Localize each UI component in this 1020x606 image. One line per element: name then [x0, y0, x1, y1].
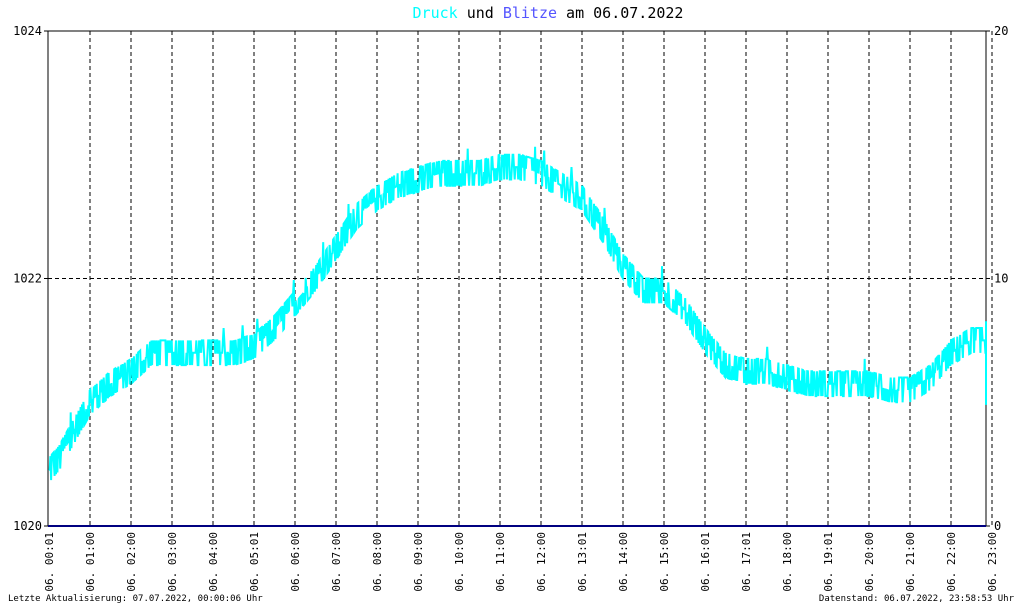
- y-right-tick-label: 20: [994, 24, 1008, 38]
- title-date: am 06.07.2022: [557, 4, 683, 22]
- x-tick-label: 06. 10:00: [453, 532, 466, 592]
- x-axis: 06. 00:01 06. 01:00 06. 02:00 06. 03:00 06. …: [43, 532, 999, 592]
- chart-title: Druck und Blitze am 06.07.2022: [413, 4, 684, 22]
- series-druck-line: [48, 146, 987, 481]
- title-druck: Druck: [413, 4, 458, 22]
- x-tick-label: 06. 20:00: [863, 532, 876, 592]
- y-axis-right: 0 10 20: [986, 24, 1008, 533]
- x-tick-label: 06. 17:01: [740, 532, 753, 592]
- x-tick-label: 06. 22:00: [945, 532, 958, 592]
- x-tick-label: 06. 16:01: [699, 532, 712, 592]
- x-tick-label: 06. 04:00: [207, 532, 220, 592]
- x-tick-label: 06. 18:00: [781, 532, 794, 592]
- title-und: und: [458, 4, 503, 22]
- grid-lines: [48, 31, 993, 526]
- y-left-tick-label: 1022: [13, 272, 42, 286]
- y-right-tick-label: 10: [994, 272, 1008, 286]
- y-left-tick-label: 1020: [13, 519, 42, 533]
- footer-data-status: Datenstand: 06.07.2022, 23:58:53 Uhr: [819, 594, 1015, 604]
- x-tick-label: 06. 13:01: [576, 532, 589, 592]
- x-tick-label: 06. 08:00: [371, 532, 384, 592]
- title-blitze: Blitze: [503, 4, 557, 22]
- x-tick-label: 06. 09:00: [412, 532, 425, 592]
- x-tick-label: 06. 00:01: [43, 532, 56, 592]
- footer-last-update: Letzte Aktualisierung: 07.07.2022, 00:00…: [8, 594, 263, 604]
- y-left-tick-label: 1024: [13, 24, 42, 38]
- x-tick-label: 06. 23:00: [986, 532, 999, 592]
- x-tick-label: 06. 06:00: [289, 532, 302, 592]
- x-tick-label: 06. 11:00: [494, 532, 507, 592]
- x-tick-label: 06. 15:00: [658, 532, 671, 592]
- x-tick-label: 06. 07:00: [330, 532, 343, 592]
- x-tick-label: 06. 03:00: [166, 532, 179, 592]
- x-tick-label: 06. 01:00: [84, 532, 97, 592]
- x-tick-label: 06. 05:01: [248, 532, 261, 592]
- x-tick-label: 06. 21:00: [904, 532, 917, 592]
- y-right-tick-label: 0: [994, 519, 1001, 533]
- y-axis-left: 1020 1022 1024: [13, 24, 48, 533]
- x-tick-label: 06. 14:00: [617, 532, 630, 592]
- x-tick-label: 06. 19:01: [822, 532, 835, 592]
- x-tick-label: 06. 12:00: [535, 532, 548, 592]
- x-tick-label: 06. 02:00: [125, 532, 138, 592]
